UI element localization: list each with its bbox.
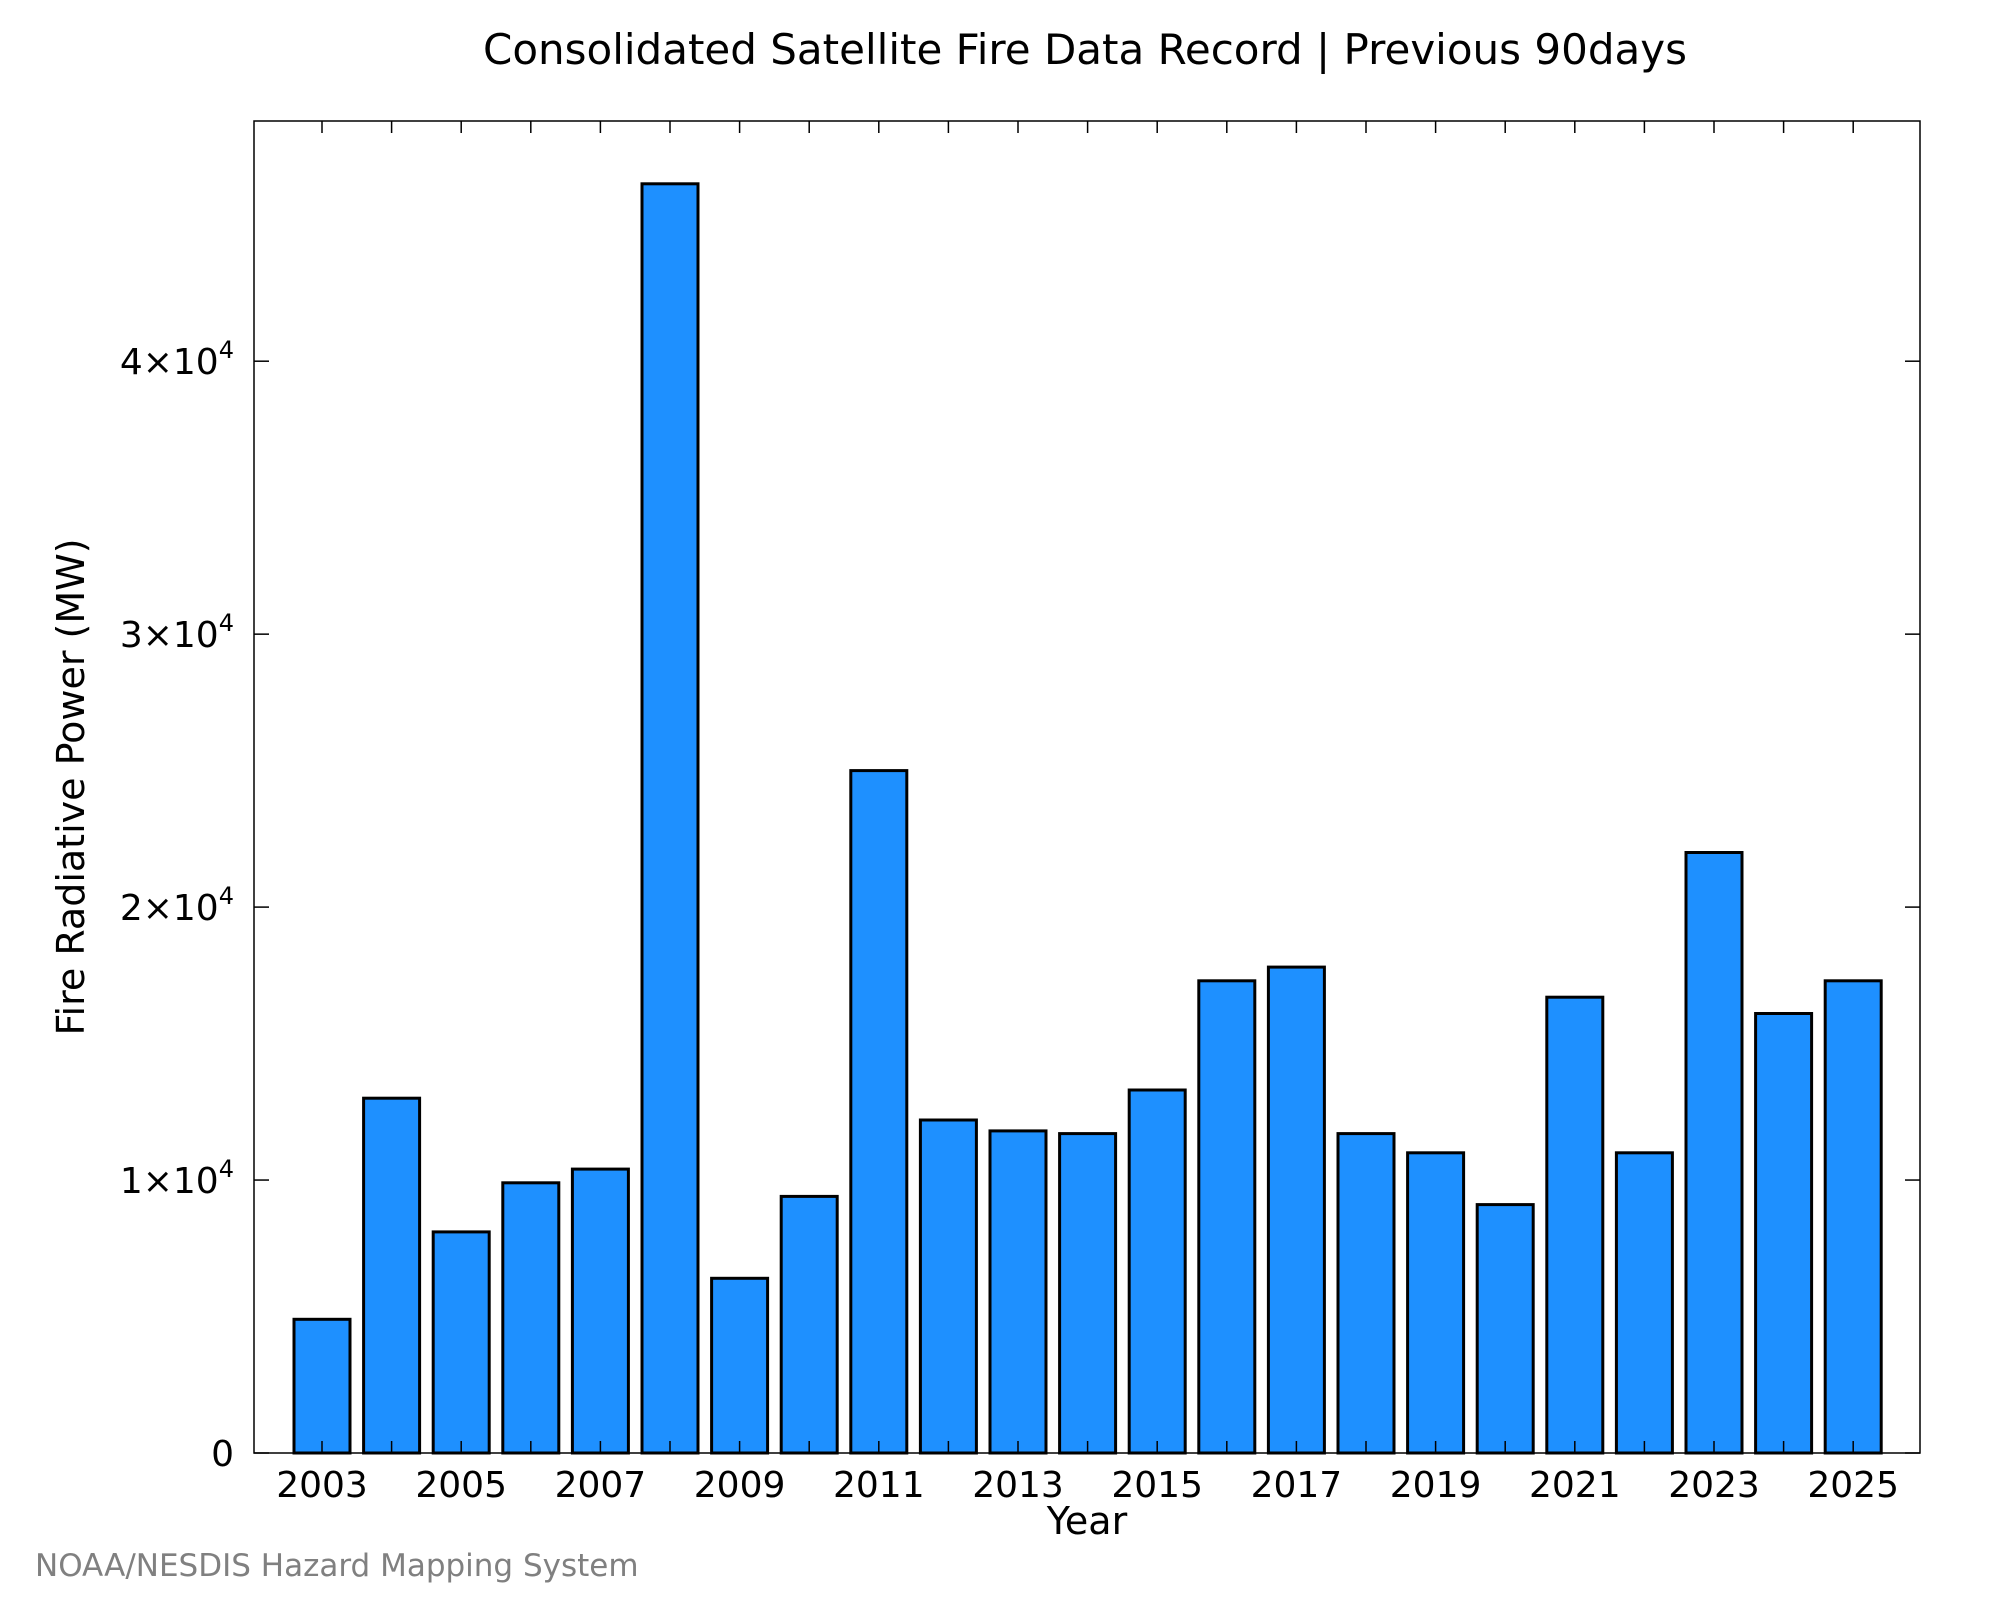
y-tick-label-10000: 1×104 [120,1155,234,1202]
bar-2006 [501,1181,561,1455]
y-axis: 0 1×104 2×104 3×104 4×104 [120,336,1920,1475]
x-tick-label-2017: 2017 [1251,1465,1343,1506]
bar-2007 [570,1167,630,1455]
bar-2018 [1336,1132,1396,1455]
x-tick-label-2023: 2023 [1668,1465,1760,1506]
bar-2003 [292,1317,352,1455]
bar-2019 [1406,1151,1466,1455]
bar-2004 [362,1096,422,1455]
y-tick-label-20000: 2×104 [120,882,234,929]
bar-2005 [431,1230,491,1455]
bar-2020 [1475,1203,1535,1455]
bar-2016 [1197,979,1257,1455]
x-axis-label: Year [1046,1499,1128,1543]
x-tick-label-2019: 2019 [1390,1465,1482,1506]
bar-2012 [918,1118,978,1455]
bar-2024 [1754,1012,1814,1455]
x-axis: 2003 2005 2007 2009 2011 2013 2015 2017 2019 2021… [276,121,1899,1506]
x-tick-label-2025: 2025 [1807,1465,1899,1506]
bar-2025 [1823,979,1883,1455]
footer-credit: NOAA/NESDIS Hazard Mapping System [35,1548,639,1584]
bar-2013 [988,1129,1048,1455]
x-tick-label-2003: 2003 [276,1465,368,1506]
bar-2011 [849,769,909,1455]
y-tick-label-30000: 3×104 [120,609,234,656]
x-tick-label-2009: 2009 [694,1465,786,1506]
bar-2023 [1684,851,1744,1455]
bar-2010 [779,1194,839,1455]
y-tick-label-40000: 4×104 [120,336,234,383]
bar-2022 [1614,1151,1674,1455]
bar-2009 [710,1276,770,1455]
y-tick-label-0: 0 [211,1434,234,1475]
bar-2008 [640,182,700,1455]
bar-2014 [1058,1132,1118,1455]
x-tick-label-2011: 2011 [833,1465,925,1506]
bar-2021 [1545,995,1605,1455]
x-tick-label-2021: 2021 [1529,1465,1621,1506]
y-axis-label: Fire Radiative Power (MW) [49,538,93,1035]
x-tick-label-2015: 2015 [1111,1465,1203,1506]
chart-title: Consolidated Satellite Fire Data Record … [483,25,1687,74]
bars-group [292,182,1883,1455]
bar-2015 [1127,1088,1187,1455]
x-tick-label-2007: 2007 [555,1465,647,1506]
bar-2017 [1266,965,1326,1455]
x-tick-label-2005: 2005 [415,1465,507,1506]
x-tick-label-2013: 2013 [972,1465,1064,1506]
